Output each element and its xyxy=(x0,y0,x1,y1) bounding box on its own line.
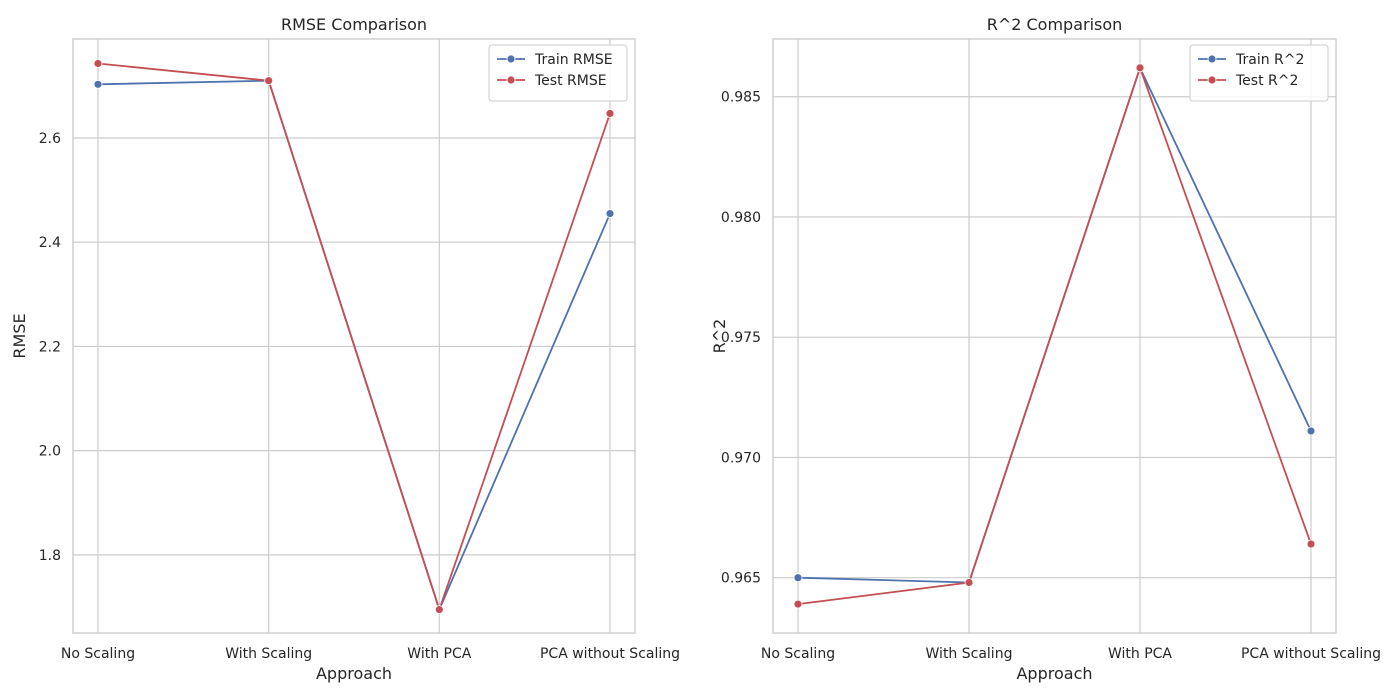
chart-title: RMSE Comparison xyxy=(281,15,427,34)
legend-label: Test RMSE xyxy=(534,73,607,89)
y-axis-label: R^2 xyxy=(710,319,729,354)
x-tick-label: With Scaling xyxy=(225,646,312,662)
y-tick-label: 0.965 xyxy=(721,571,761,587)
x-tick-label: With PCA xyxy=(1108,646,1172,662)
y-tick-label: 2.4 xyxy=(39,235,61,251)
y-tick-label: 0.985 xyxy=(721,90,761,106)
chart-title: R^2 Comparison xyxy=(987,15,1123,34)
legend-marker xyxy=(1207,54,1217,64)
series-2 xyxy=(93,59,615,614)
x-axis-label: Approach xyxy=(1016,664,1092,683)
series-line xyxy=(797,65,1312,606)
data-point xyxy=(1306,426,1316,436)
data-point xyxy=(93,59,103,68)
y-tick-label: 0.970 xyxy=(721,450,761,466)
data-point xyxy=(605,209,615,218)
y-tick-label: 0.975 xyxy=(721,330,761,346)
x-tick-label: No Scaling xyxy=(61,646,135,662)
chart-panel-2: 0.965 0.970 0.975 0.980 0.985 No Scaling With … xyxy=(710,15,1381,683)
legend-label: Train R^2 xyxy=(1235,52,1304,68)
legend-label: Train RMSE xyxy=(534,52,613,68)
series-line xyxy=(97,62,611,613)
x-axis-label: Approach xyxy=(316,664,392,683)
legend-marker xyxy=(1207,75,1217,85)
data-point xyxy=(1135,63,1145,73)
y-tick-label: 2.6 xyxy=(39,131,61,147)
plot-frame xyxy=(772,38,1337,634)
y-tick-label: 2.0 xyxy=(39,444,61,460)
y-axis-label: RMSE xyxy=(10,313,29,358)
legend-label: Test R^2 xyxy=(1235,73,1298,89)
x-tick-label: PCA without Scaling xyxy=(1241,646,1381,662)
data-point xyxy=(264,76,274,86)
legend-marker xyxy=(506,54,516,64)
legend: Train RMSE Test RMSE xyxy=(488,44,628,102)
chart-panel-1: 1.8 2.0 2.2 2.4 2.6 No Scaling With Scaling Wit… xyxy=(10,15,680,683)
legend-marker xyxy=(506,75,516,85)
x-tick-label: With PCA xyxy=(407,646,471,662)
x-tick-label: PCA without Scaling xyxy=(540,646,680,662)
data-point xyxy=(93,79,103,89)
data-point xyxy=(605,109,615,118)
y-tick-label: 1.8 xyxy=(39,548,61,564)
legend: Train R^2 Test R^2 xyxy=(1189,44,1329,102)
data-point xyxy=(1306,539,1316,549)
x-tick-label: With Scaling xyxy=(926,646,1013,662)
data-point xyxy=(434,605,444,614)
plot-frame xyxy=(72,38,636,634)
x-tick-label: No Scaling xyxy=(761,646,835,662)
data-point xyxy=(793,599,803,609)
data-point xyxy=(964,578,974,587)
data-point xyxy=(793,573,803,583)
y-tick-label: 0.980 xyxy=(721,210,761,226)
y-tick-label: 2.2 xyxy=(39,339,61,355)
series-2 xyxy=(793,63,1316,609)
